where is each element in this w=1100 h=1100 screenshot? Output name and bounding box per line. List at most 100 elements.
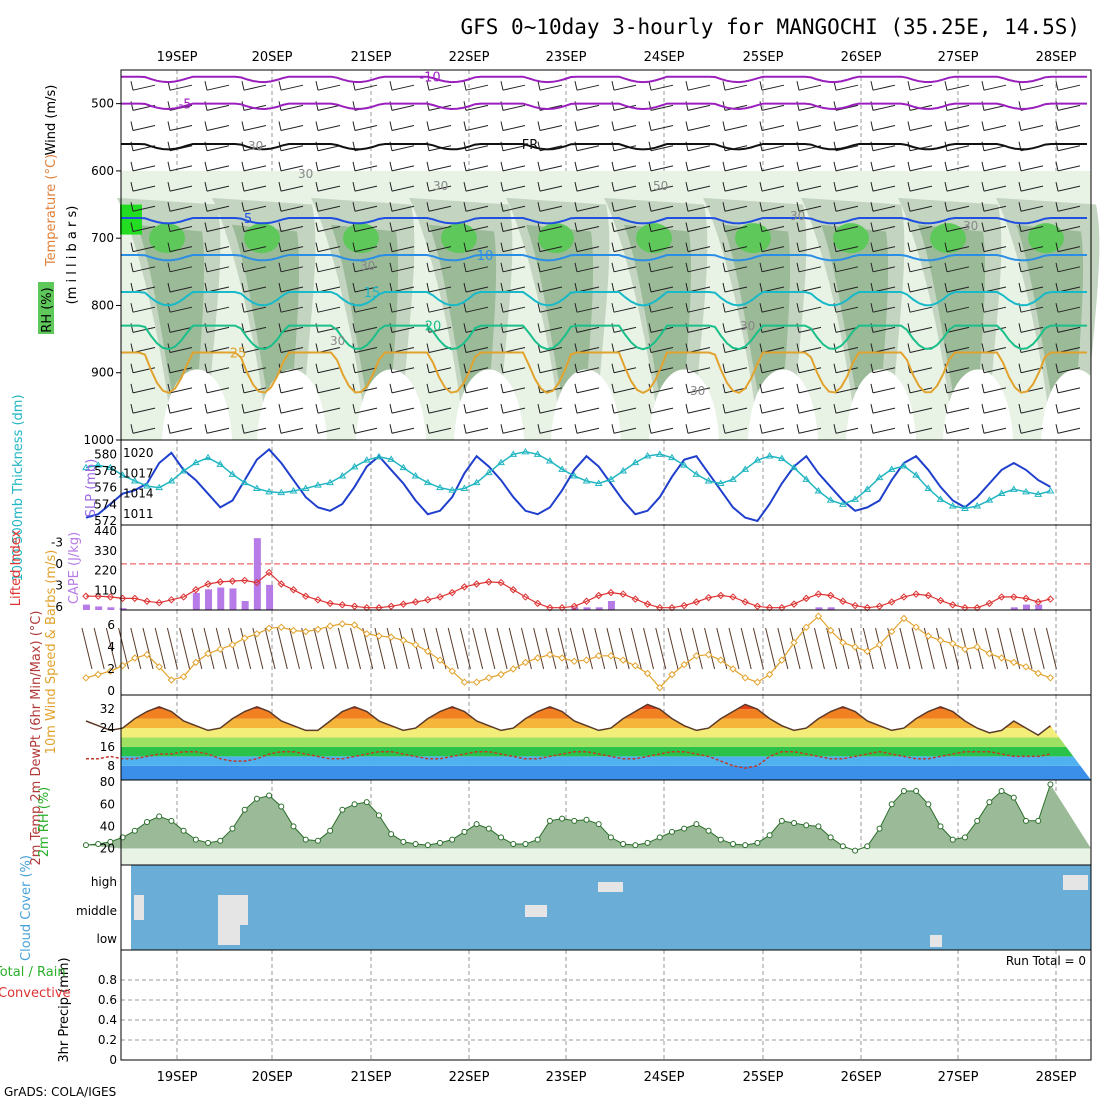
cape-bar — [107, 607, 115, 610]
wind-barb — [545, 627, 557, 670]
thickness-marker — [545, 457, 554, 464]
wind-barb — [241, 121, 267, 132]
wind-axis-label: Wind (m/s) — [44, 85, 59, 156]
rh-marker — [620, 841, 627, 848]
wind-barb — [241, 383, 267, 394]
wind-barb — [1018, 262, 1044, 273]
wind-barb — [315, 222, 341, 232]
cape-bar — [583, 607, 591, 610]
wind-speed-marker — [765, 670, 774, 679]
slp-tick: 1011 — [123, 507, 154, 521]
rh-marker — [180, 827, 187, 834]
wind-speed-marker — [192, 658, 200, 667]
wind-barb — [944, 161, 970, 172]
cloud-clear-patch — [525, 905, 547, 917]
wind-barb — [796, 121, 822, 132]
thickness-marker — [509, 450, 518, 457]
wind-barb — [691, 627, 703, 670]
date-label-top: 24SEP — [644, 50, 685, 65]
wind-barb — [426, 161, 452, 172]
temp-tick: 32 — [100, 702, 115, 716]
rh-fill-90 — [636, 223, 672, 254]
wind-barb — [740, 627, 752, 670]
precip-tick: 0.8 — [98, 973, 117, 987]
rh-marker — [754, 839, 761, 846]
wind-barb — [862, 627, 874, 670]
wind-barb — [796, 403, 822, 414]
wind-barb — [685, 363, 711, 374]
li-marker — [546, 604, 554, 612]
wind-barb — [728, 627, 740, 670]
wind-speed-marker — [131, 654, 139, 662]
date-label-bottom: 20SEP — [252, 1070, 293, 1085]
wind-barb — [759, 161, 785, 172]
thickness-tick: 574 — [94, 497, 117, 511]
isotherm-label: -10 — [419, 71, 440, 86]
wind-barb — [870, 262, 896, 273]
li-marker — [1034, 598, 1042, 606]
wind-barb — [875, 627, 886, 670]
wind-barb — [1018, 323, 1044, 333]
cloud-level-label: high — [91, 875, 117, 889]
rh-marker — [266, 792, 273, 799]
li-marker — [106, 593, 115, 601]
thickness-marker — [277, 488, 286, 496]
wind-barb — [833, 403, 859, 414]
wind-speed-marker — [460, 678, 469, 686]
li-marker — [424, 596, 432, 604]
li-marker — [765, 604, 774, 612]
panel-border — [120, 949, 1092, 1061]
date-label-bottom: 23SEP — [546, 1070, 587, 1085]
date-label-bottom: 19SEP — [157, 1070, 198, 1085]
wind-barb — [759, 181, 785, 192]
wind-barb — [81, 627, 93, 670]
wind-barb — [93, 627, 105, 670]
wind-speed-marker — [350, 621, 359, 629]
wind-speed-marker — [949, 639, 957, 648]
wind-barb — [389, 403, 415, 414]
wind-barb — [276, 627, 288, 670]
thickness-marker — [460, 484, 469, 491]
wind-barb — [870, 383, 896, 394]
li-marker — [570, 602, 578, 610]
rh-marker — [937, 823, 944, 830]
rh-legend-swatch — [38, 282, 54, 334]
wind-barb — [870, 121, 896, 132]
date-label-top: 25SEP — [743, 50, 784, 65]
wind-speed-marker — [472, 678, 481, 686]
wind-speed-marker — [1034, 669, 1042, 678]
date-label-bottom: 26SEP — [841, 1070, 882, 1085]
precip-tick: 0.6 — [98, 993, 117, 1007]
ytick-label: 700 — [91, 231, 114, 245]
rh-marker — [327, 827, 334, 834]
li-marker — [436, 593, 444, 601]
wind-barb — [130, 202, 156, 212]
rh-fill-90 — [930, 223, 966, 254]
li-marker — [717, 591, 725, 600]
thickness-marker — [179, 467, 188, 474]
wind-barb — [241, 424, 267, 434]
wind-barb — [130, 262, 156, 273]
thickness-marker — [704, 477, 713, 484]
thickness-marker — [1046, 487, 1055, 494]
li-marker — [338, 601, 347, 609]
wind-barb — [981, 202, 1007, 212]
thickness-marker — [82, 463, 90, 471]
date-label-bottom: 21SEP — [351, 1070, 392, 1085]
wind-barb — [352, 181, 378, 192]
wind-barb — [1021, 627, 1033, 670]
slp-tick: 1014 — [123, 487, 154, 501]
wind-barb — [648, 343, 674, 354]
wind-barb — [685, 424, 711, 434]
wind-barb — [944, 242, 970, 253]
li-marker — [839, 597, 847, 605]
date-label-top: 26SEP — [841, 50, 882, 65]
cape-bar — [229, 588, 237, 610]
wind-barb — [944, 222, 970, 232]
wind-barb — [472, 627, 484, 670]
rh-marker — [913, 788, 920, 795]
wind-barb — [315, 262, 341, 273]
wind-barb — [981, 222, 1007, 232]
wind-barb — [685, 222, 711, 232]
thickness-marker — [973, 502, 982, 509]
